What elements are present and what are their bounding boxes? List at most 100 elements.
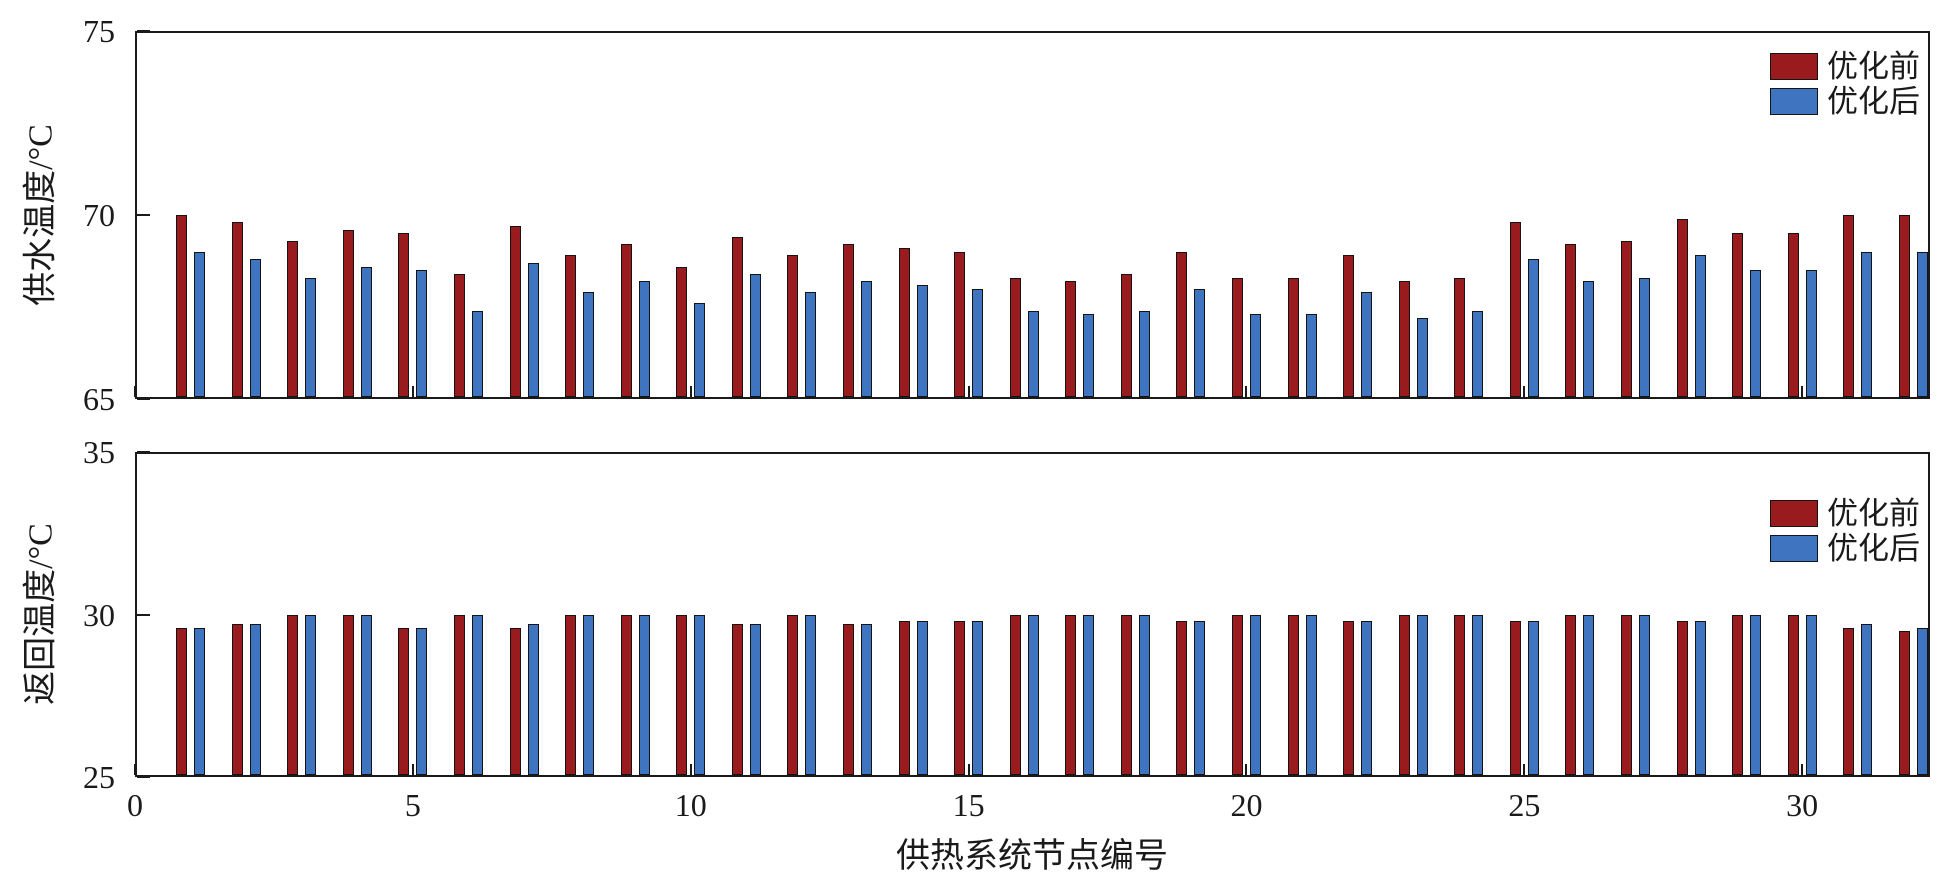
bar-before-node-15 bbox=[954, 621, 966, 775]
x-tick-mark bbox=[411, 764, 414, 775]
bar-after-node-25 bbox=[1527, 259, 1539, 397]
bar-after-node-8 bbox=[583, 614, 595, 775]
legend-label-after: 优化后 bbox=[1827, 531, 1920, 566]
bar-after-node-10 bbox=[694, 303, 706, 397]
bar-after-node-17 bbox=[1083, 614, 1095, 775]
bar-before-node-20 bbox=[1231, 614, 1243, 775]
x-tick-mark bbox=[411, 386, 414, 397]
bar-after-node-29 bbox=[1750, 270, 1762, 397]
bar-after-node-31 bbox=[1861, 251, 1873, 397]
bar-after-node-11 bbox=[749, 273, 761, 397]
bar-before-node-29 bbox=[1732, 233, 1744, 397]
bar-after-node-23 bbox=[1416, 318, 1428, 397]
bar-before-node-6 bbox=[453, 614, 465, 775]
bar-before-node-25 bbox=[1509, 222, 1521, 397]
bar-after-node-9 bbox=[638, 281, 650, 397]
bar-before-node-29 bbox=[1732, 614, 1744, 775]
bar-after-node-16 bbox=[1027, 310, 1039, 397]
bar-after-node-27 bbox=[1638, 614, 1650, 775]
bar-before-node-19 bbox=[1176, 251, 1188, 397]
bar-after-node-6 bbox=[471, 310, 483, 397]
bar-before-node-30 bbox=[1787, 233, 1799, 397]
y-tick-label: 30 bbox=[83, 596, 115, 633]
y-tick-mark bbox=[137, 30, 150, 32]
x-tick-mark bbox=[1245, 764, 1248, 775]
x-tick-mark bbox=[1245, 386, 1248, 397]
x-tick-label: 20 bbox=[1230, 787, 1263, 823]
bar-before-node-12 bbox=[787, 255, 799, 397]
x-tick-label: 30 bbox=[1786, 787, 1819, 823]
x-tick-mark bbox=[1801, 386, 1804, 397]
bar-before-node-17 bbox=[1065, 614, 1077, 775]
bar-before-node-24 bbox=[1454, 277, 1466, 397]
x-tick-mark bbox=[1801, 764, 1804, 775]
bar-before-node-32 bbox=[1898, 630, 1910, 775]
bar-after-node-28 bbox=[1694, 621, 1706, 775]
bar-before-node-20 bbox=[1231, 277, 1243, 397]
bar-before-node-19 bbox=[1176, 621, 1188, 775]
bar-after-node-28 bbox=[1694, 255, 1706, 397]
bar-after-node-30 bbox=[1805, 614, 1817, 775]
bar-after-node-23 bbox=[1416, 614, 1428, 775]
bar-after-node-32 bbox=[1916, 627, 1928, 775]
y-tick-label: 25 bbox=[83, 759, 115, 795]
bar-after-node-22 bbox=[1361, 621, 1373, 775]
bar-after-node-15 bbox=[972, 288, 984, 397]
bar-after-node-18 bbox=[1138, 614, 1150, 775]
bar-before-node-28 bbox=[1676, 621, 1688, 775]
bar-before-node-21 bbox=[1287, 277, 1299, 397]
bar-before-node-25 bbox=[1509, 621, 1521, 775]
bar-before-node-6 bbox=[453, 273, 465, 397]
legend-swatch-before bbox=[1770, 500, 1818, 527]
bar-after-node-19 bbox=[1194, 621, 1206, 775]
bar-after-node-6 bbox=[471, 614, 483, 775]
y-tick-label: 65 bbox=[83, 381, 115, 417]
bar-before-node-2 bbox=[231, 222, 243, 397]
bar-before-node-23 bbox=[1398, 281, 1410, 397]
bar-after-node-30 bbox=[1805, 270, 1817, 397]
bar-after-node-19 bbox=[1194, 288, 1206, 397]
bar-before-node-30 bbox=[1787, 614, 1799, 775]
bar-before-node-14 bbox=[898, 248, 910, 397]
bar-before-node-28 bbox=[1676, 218, 1688, 397]
bar-before-node-11 bbox=[731, 624, 743, 775]
bar-before-node-15 bbox=[954, 251, 966, 397]
bar-before-node-12 bbox=[787, 614, 799, 775]
bar-after-node-21 bbox=[1305, 314, 1317, 397]
bar-before-node-5 bbox=[398, 233, 410, 397]
bar-after-node-26 bbox=[1583, 281, 1595, 397]
bar-after-node-8 bbox=[583, 292, 595, 397]
bar-after-node-4 bbox=[360, 614, 372, 775]
y-tick-label: 70 bbox=[83, 197, 115, 233]
bar-after-node-24 bbox=[1472, 614, 1484, 775]
x-tick-mark bbox=[134, 764, 136, 775]
bar-after-node-20 bbox=[1249, 314, 1261, 397]
bar-after-node-14 bbox=[916, 284, 928, 397]
bar-after-node-13 bbox=[860, 624, 872, 775]
bar-after-node-10 bbox=[694, 614, 706, 775]
bar-before-node-8 bbox=[565, 614, 577, 775]
bar-before-node-13 bbox=[842, 624, 854, 775]
x-tick-label: 25 bbox=[1508, 787, 1541, 823]
bar-before-node-3 bbox=[287, 614, 299, 775]
x-tick-label: 15 bbox=[952, 787, 985, 823]
y-tick-mark bbox=[137, 398, 150, 400]
legend-swatch-before bbox=[1770, 53, 1818, 80]
bar-before-node-16 bbox=[1009, 277, 1021, 397]
bar-before-node-4 bbox=[342, 614, 354, 775]
bar-after-node-7 bbox=[527, 624, 539, 775]
bar-before-node-10 bbox=[676, 614, 688, 775]
x-tick-mark bbox=[967, 764, 970, 775]
legend-label-before: 优化前 bbox=[1827, 49, 1920, 84]
bar-after-node-5 bbox=[416, 270, 428, 397]
x-tick-mark bbox=[1523, 386, 1526, 397]
bar-before-node-8 bbox=[565, 255, 577, 397]
bar-before-node-5 bbox=[398, 627, 410, 775]
bar-before-node-7 bbox=[509, 226, 521, 397]
bar-before-node-4 bbox=[342, 229, 354, 397]
y-tick-mark bbox=[137, 613, 150, 616]
bar-before-node-16 bbox=[1009, 614, 1021, 775]
bar-after-node-15 bbox=[972, 621, 984, 775]
bar-before-node-26 bbox=[1565, 614, 1577, 775]
